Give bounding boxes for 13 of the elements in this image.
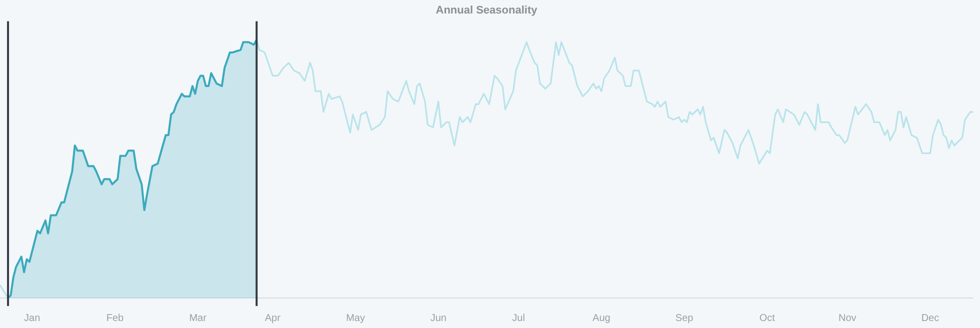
x-tick-label: Jul: [512, 312, 525, 324]
chart-title: Annual Seasonality: [436, 4, 538, 17]
x-tick-label: Jun: [430, 312, 446, 324]
x-tick-label: Feb: [106, 312, 124, 324]
x-tick-label: Apr: [264, 312, 282, 324]
x-tick-label: Nov: [838, 312, 856, 324]
x-tick-label: Mar: [189, 312, 208, 324]
x-tick-label: Dec: [921, 312, 940, 324]
x-tick-label: Sep: [675, 312, 694, 324]
x-tick-label: May: [346, 312, 365, 324]
x-tick-label: Jan: [24, 312, 40, 324]
x-tick-label: Oct: [759, 312, 776, 324]
x-tick-label: Aug: [592, 312, 610, 324]
